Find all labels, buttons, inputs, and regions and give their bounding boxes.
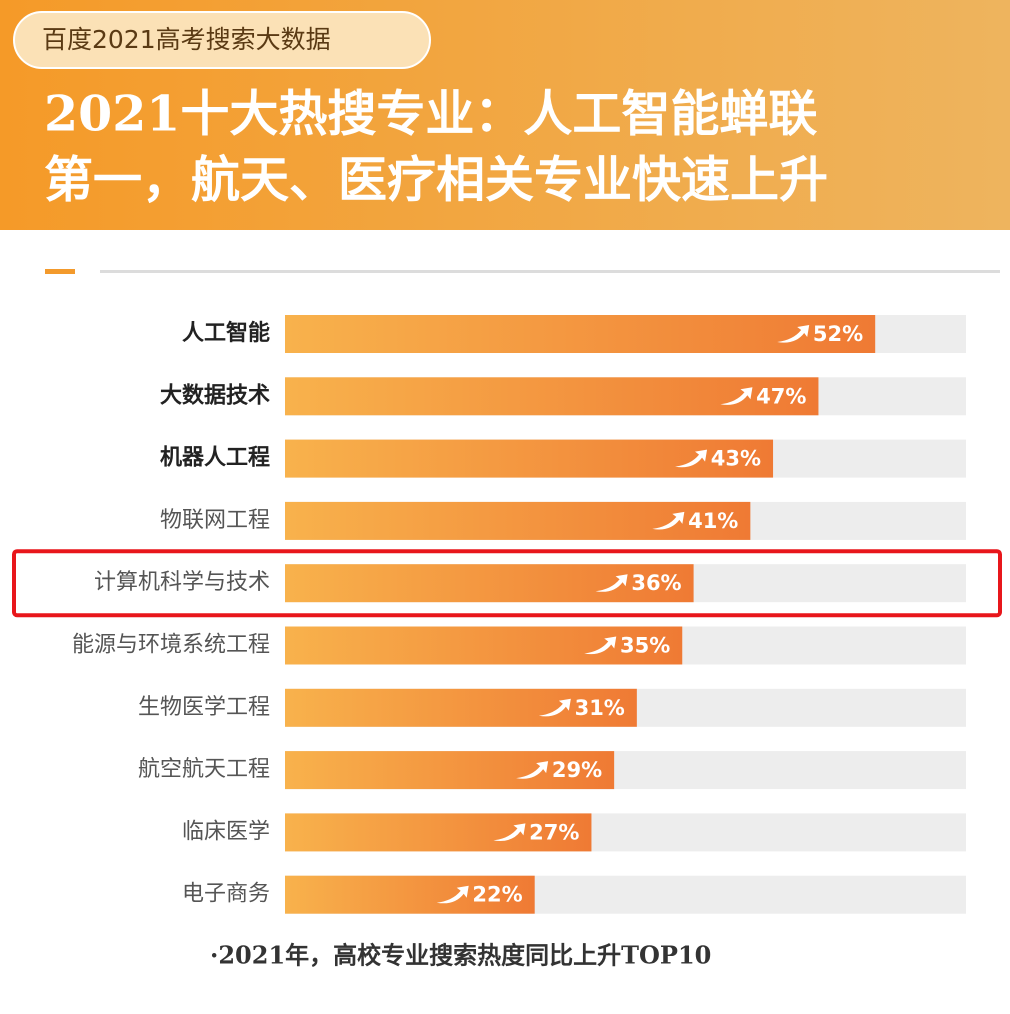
bar	[285, 626, 683, 665]
value-label: 52%	[813, 322, 863, 346]
trend-arrow	[516, 761, 549, 779]
trend-arrow	[493, 823, 526, 841]
trend-arrow	[595, 574, 628, 592]
bar	[285, 315, 876, 353]
trend-arrow	[720, 387, 753, 405]
category-label: 航空航天工程	[138, 757, 270, 782]
bar	[285, 875, 535, 914]
bar	[285, 751, 615, 790]
badge	[13, 11, 431, 69]
value-label: 35%	[620, 634, 670, 658]
divider	[100, 270, 1000, 273]
value-label: 22%	[472, 883, 522, 907]
trend-arrow	[675, 449, 708, 468]
category-label: 大数据技术	[160, 382, 270, 408]
category-label: 人工智能	[182, 320, 270, 346]
category-label: 计算机科学与技术	[94, 570, 270, 595]
highlight-box	[12, 549, 1002, 618]
bar	[285, 377, 819, 416]
value-label: 31%	[575, 696, 625, 720]
value-label: 43%	[711, 447, 761, 471]
trend-arrow	[777, 325, 810, 343]
divider-accent	[45, 269, 75, 274]
value-label: 29%	[552, 758, 602, 782]
category-label: 临床医学	[182, 819, 270, 844]
chart-title: 第一，航天、医疗相关专业快速上升	[44, 151, 828, 209]
category-label: 物联网工程	[160, 508, 270, 533]
category-label: 机器人工程	[160, 446, 270, 471]
trend-arrow	[538, 698, 571, 717]
category-label: 能源与环境系统工程	[72, 633, 270, 658]
badge-text: 百度2021高考搜索大数据	[42, 25, 331, 54]
value-label: 36%	[631, 571, 681, 595]
value-label: 27%	[529, 820, 579, 844]
bar	[285, 813, 592, 852]
bar	[285, 688, 637, 727]
trend-arrow	[584, 636, 617, 655]
chart-title: 2021十大热搜专业：人工智能蝉联	[44, 85, 817, 143]
category-label: 电子商务	[182, 882, 270, 907]
value-label: 41%	[688, 509, 738, 533]
trend-arrow	[652, 511, 685, 530]
bar	[285, 439, 774, 478]
value-label: 47%	[756, 384, 806, 408]
trend-arrow	[436, 885, 469, 904]
category-label: 生物医学工程	[138, 695, 270, 720]
footnote: ·2021年，高校专业搜索热度同比上升TOP10	[210, 941, 711, 970]
